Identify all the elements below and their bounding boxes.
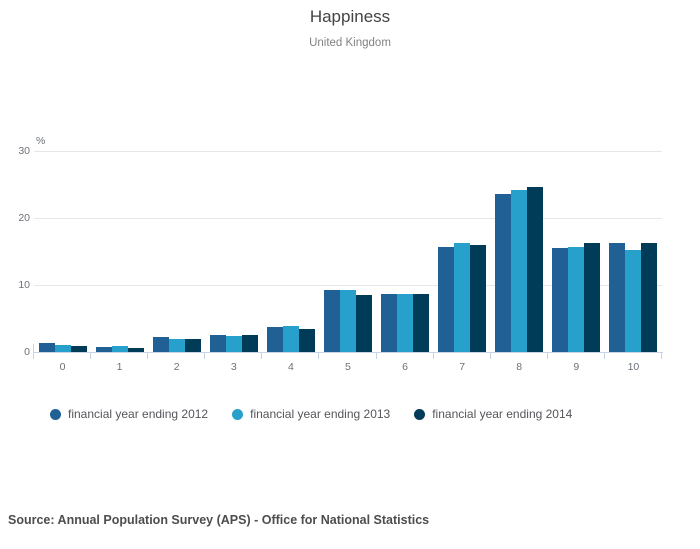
bar-financial-year-ending-2012-x0[interactable]: [38, 343, 55, 352]
x-axis-tick: [33, 353, 34, 359]
x-axis-tick: [318, 353, 320, 359]
y-axis-line: [33, 344, 34, 353]
x-tick-label-5: 5: [345, 361, 351, 373]
bar-financial-year-ending-2014-x6[interactable]: [413, 294, 430, 352]
bar-financial-year-ending-2014-x2[interactable]: [184, 338, 201, 352]
y-tick-label: 20: [18, 212, 30, 224]
bar-financial-year-ending-2013-x8[interactable]: [511, 189, 528, 352]
bar-financial-year-ending-2012-x10[interactable]: [609, 242, 626, 352]
bar-financial-year-ending-2012-x4[interactable]: [266, 327, 283, 352]
bar-group-1: [91, 151, 148, 352]
x-axis-tick: [90, 353, 92, 359]
bar-financial-year-ending-2013-x4[interactable]: [282, 325, 299, 352]
plot-area: [33, 151, 663, 353]
bar-group-0: [34, 151, 91, 352]
bar-financial-year-ending-2014-x0[interactable]: [70, 345, 87, 352]
y-tick-label: 10: [18, 279, 30, 291]
x-tick-label-2: 2: [173, 361, 180, 373]
bar-financial-year-ending-2014-x1[interactable]: [127, 347, 144, 352]
bar-financial-year-ending-2013-x3[interactable]: [225, 335, 242, 352]
legend: financial year ending 2012 financial year…: [50, 407, 572, 421]
y-tick-label: 0: [24, 346, 30, 358]
bar-group-10: [605, 151, 662, 352]
x-axis-tick: [375, 353, 377, 359]
bar-group-2: [148, 151, 205, 352]
bar-financial-year-ending-2014-x10[interactable]: [641, 242, 658, 352]
bar-financial-year-ending-2013-x9[interactable]: [568, 246, 585, 352]
bar-group-5: [319, 151, 376, 352]
x-tick-label-4: 4: [287, 361, 294, 373]
y-axis-tick-labels: 0 10 20 30: [0, 0, 32, 549]
bar-financial-year-ending-2012-x9[interactable]: [552, 248, 569, 352]
legend-item-2012[interactable]: financial year ending 2012: [50, 407, 208, 421]
bar-financial-year-ending-2012-x6[interactable]: [381, 293, 398, 352]
x-axis-tick: [432, 353, 434, 359]
legend-dot-icon: [50, 408, 61, 420]
legend-item-label: financial year ending 2013: [250, 407, 391, 421]
y-axis-unit-label: %: [36, 135, 46, 147]
chart-subtitle: United Kingdom: [309, 37, 391, 49]
x-tick-label-1: 1: [116, 361, 123, 373]
legend-item-2014[interactable]: financial year ending 2014: [414, 407, 572, 421]
bar-financial-year-ending-2014-x9[interactable]: [584, 242, 601, 352]
bar-financial-year-ending-2013-x5[interactable]: [339, 289, 356, 352]
bar-group-9: [548, 151, 605, 352]
bar-financial-year-ending-2014-x4[interactable]: [298, 329, 315, 352]
x-tick-label-6: 6: [402, 361, 408, 373]
bar-financial-year-ending-2012-x5[interactable]: [323, 289, 340, 352]
x-axis-line: [33, 352, 663, 353]
bar-financial-year-ending-2012-x2[interactable]: [152, 337, 169, 352]
bar-financial-year-ending-2013-x1[interactable]: [111, 345, 128, 352]
x-axis-tick: [546, 353, 548, 359]
bar-financial-year-ending-2014-x3[interactable]: [241, 335, 258, 352]
legend-item-label: financial year ending 2014: [432, 407, 573, 421]
bar-group-7: [434, 151, 491, 352]
source-text: Source: Annual Population Survey (APS) -…: [8, 513, 430, 527]
gridline: [34, 218, 662, 219]
x-tick-label-0: 0: [59, 361, 66, 373]
x-tick-label-8: 8: [516, 361, 523, 373]
chart-title: Happiness: [309, 7, 391, 26]
x-axis-tick: [147, 353, 149, 359]
bar-group-6: [377, 151, 434, 352]
x-tick-label-9: 9: [573, 361, 580, 373]
y-tick-label: 30: [18, 145, 30, 157]
bar-group-3: [205, 151, 262, 352]
gridline: [34, 285, 662, 286]
bar-financial-year-ending-2013-x0[interactable]: [54, 344, 71, 352]
bar-financial-year-ending-2012-x3[interactable]: [209, 334, 226, 352]
bar-financial-year-ending-2013-x7[interactable]: [454, 243, 471, 352]
x-axis-tick: [261, 353, 263, 359]
bar-financial-year-ending-2013-x10[interactable]: [625, 249, 642, 352]
legend-dot-icon: [232, 408, 244, 420]
x-axis-tick: [489, 353, 491, 359]
bar-group-4: [262, 151, 319, 352]
bar-financial-year-ending-2012-x7[interactable]: [438, 246, 455, 352]
bar-financial-year-ending-2014-x7[interactable]: [470, 244, 487, 352]
bar-financial-year-ending-2013-x6[interactable]: [397, 293, 414, 352]
x-axis-tick: [661, 353, 662, 359]
bar-group-8: [491, 151, 548, 352]
legend-item-label: financial year ending 2012: [68, 407, 209, 421]
x-axis-tick: [204, 353, 206, 359]
x-axis-tick: [603, 353, 605, 359]
x-tick-label-10: 10: [627, 361, 640, 373]
bar-financial-year-ending-2014-x8[interactable]: [527, 186, 544, 352]
legend-dot-icon: [414, 408, 426, 420]
legend-item-2013[interactable]: financial year ending 2013: [232, 407, 390, 421]
bar-financial-year-ending-2013-x2[interactable]: [168, 339, 185, 352]
bar-financial-year-ending-2012-x1[interactable]: [95, 346, 112, 352]
bar-financial-year-ending-2014-x5[interactable]: [355, 295, 372, 352]
x-tick-label-3: 3: [230, 361, 237, 373]
bar-financial-year-ending-2012-x8[interactable]: [495, 193, 512, 352]
x-tick-label-7: 7: [459, 361, 466, 373]
gridline: [34, 151, 662, 152]
